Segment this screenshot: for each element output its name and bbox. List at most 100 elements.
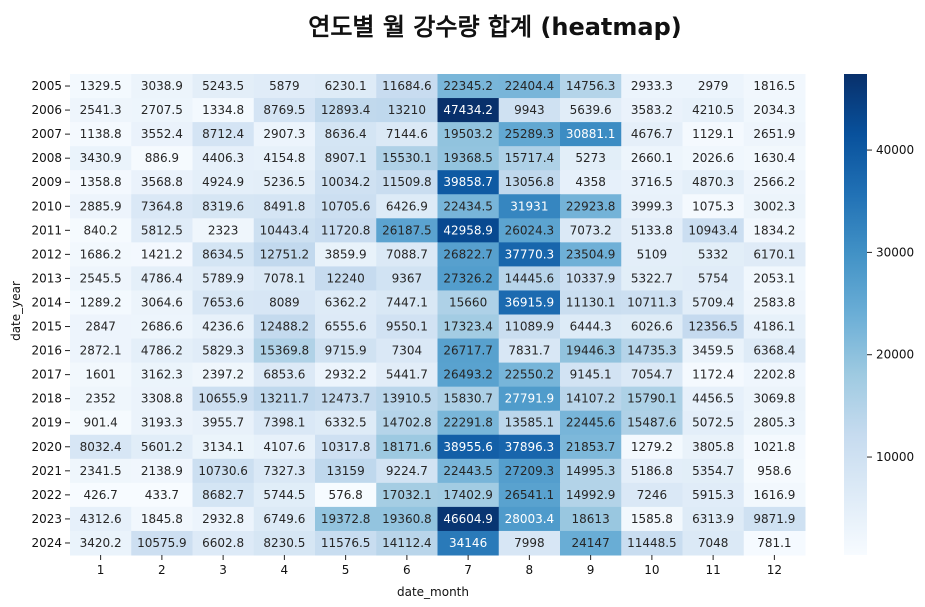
heatmap-cell bbox=[315, 74, 377, 99]
cell-value-label: 5273 bbox=[575, 151, 606, 165]
heatmap-cell bbox=[131, 410, 193, 436]
cell-value-label: 2202.8 bbox=[753, 368, 795, 382]
y-tick-label: 2024 bbox=[31, 536, 62, 550]
heatmap-cell bbox=[560, 410, 622, 436]
heatmap-cell bbox=[192, 290, 255, 315]
cell-value-label: 5186.8 bbox=[631, 464, 673, 478]
cell-value-label: 11509.8 bbox=[382, 175, 432, 189]
cell-value-label: 14445.6 bbox=[505, 271, 555, 285]
cell-value-label: 22445.6 bbox=[566, 416, 616, 430]
cell-value-label: 5133.8 bbox=[631, 223, 673, 237]
heatmap-cell bbox=[192, 506, 255, 532]
heatmap-cell bbox=[131, 146, 193, 171]
cell-value-label: 3552.4 bbox=[141, 127, 183, 141]
heatmap-cell bbox=[743, 482, 806, 508]
cell-value-label: 3308.8 bbox=[141, 392, 183, 406]
cell-value-label: 7054.7 bbox=[631, 368, 673, 382]
cell-value-label: 3162.3 bbox=[141, 368, 183, 382]
cell-value-label: 6426.9 bbox=[386, 199, 428, 213]
heatmap-cell bbox=[376, 122, 438, 147]
heatmap-cell bbox=[560, 266, 622, 291]
cell-value-label: 12473.7 bbox=[321, 392, 371, 406]
heatmap-cell bbox=[253, 362, 316, 388]
x-tick-label: 7 bbox=[464, 563, 472, 577]
cell-value-label: 7447.1 bbox=[386, 295, 428, 309]
heatmap-cell bbox=[376, 530, 438, 556]
heatmap-cell bbox=[70, 98, 132, 123]
cell-value-label: 5072.5 bbox=[692, 416, 734, 430]
heatmap-cell bbox=[253, 74, 316, 99]
heatmap-cell bbox=[70, 338, 132, 364]
heatmap-cell bbox=[682, 146, 745, 171]
heatmap-cell bbox=[560, 98, 622, 123]
heatmap-cell bbox=[70, 362, 132, 388]
heatmap-cell bbox=[253, 410, 316, 436]
heatmap-cell bbox=[70, 410, 132, 436]
heatmap-cell bbox=[621, 266, 683, 291]
cell-value-label: 3038.9 bbox=[141, 79, 183, 93]
cell-value-label: 9943 bbox=[514, 103, 545, 117]
heatmap-cell bbox=[70, 434, 132, 460]
heatmap-cell bbox=[192, 242, 255, 267]
y-tick-label: 2016 bbox=[31, 344, 62, 358]
heatmap-cell bbox=[743, 434, 806, 460]
heatmap-cell bbox=[315, 242, 377, 267]
cell-value-label: 1816.5 bbox=[753, 79, 795, 93]
cell-value-label: 13056.8 bbox=[505, 175, 555, 189]
cell-value-label: 7398.1 bbox=[263, 416, 305, 430]
heatmap-cell bbox=[70, 122, 132, 147]
cell-value-label: 3069.8 bbox=[753, 392, 795, 406]
heatmap-cell bbox=[437, 218, 500, 243]
heatmap-cell bbox=[253, 194, 316, 219]
heatmap-cell bbox=[253, 314, 316, 340]
cell-value-label: 5789.9 bbox=[202, 271, 244, 285]
y-tick-label: 2020 bbox=[31, 440, 62, 454]
heatmap-cell bbox=[621, 98, 683, 123]
cell-value-label: 7246 bbox=[637, 488, 668, 502]
heatmap-cell bbox=[621, 194, 683, 219]
heatmap-cell bbox=[253, 146, 316, 171]
heatmap-cell bbox=[315, 218, 377, 243]
y-tick-label: 2015 bbox=[31, 320, 62, 334]
cell-value-label: 2034.3 bbox=[753, 103, 795, 117]
heatmap-cell bbox=[315, 266, 377, 291]
cell-value-label: 6368.4 bbox=[753, 344, 795, 358]
heatmap-cell bbox=[498, 530, 561, 556]
cell-value-label: 5109 bbox=[637, 247, 668, 261]
heatmap-cell bbox=[621, 362, 683, 388]
cell-value-label: 10317.8 bbox=[321, 440, 371, 454]
heatmap-cell bbox=[682, 506, 745, 532]
x-tick-label: 4 bbox=[281, 563, 289, 577]
cell-value-label: 8032.4 bbox=[80, 440, 122, 454]
cell-value-label: 4456.5 bbox=[692, 392, 734, 406]
heatmap-cell bbox=[192, 266, 255, 291]
heatmap-cell bbox=[560, 146, 622, 171]
cell-value-label: 886.9 bbox=[145, 151, 179, 165]
heatmap-cell bbox=[315, 362, 377, 388]
cell-value-label: 5601.2 bbox=[141, 440, 183, 454]
cell-value-label: 4676.7 bbox=[631, 127, 673, 141]
heatmap-cell bbox=[560, 434, 622, 460]
cell-value-label: 13585.1 bbox=[505, 416, 555, 430]
cell-value-label: 2341.5 bbox=[80, 464, 122, 478]
cell-value-label: 5754 bbox=[698, 271, 729, 285]
heatmap-cell bbox=[376, 98, 438, 123]
cell-value-label: 19503.2 bbox=[443, 127, 493, 141]
heatmap-cell bbox=[192, 74, 255, 99]
heatmap-cell bbox=[315, 170, 377, 195]
cell-value-label: 1630.4 bbox=[753, 151, 795, 165]
y-tick-label: 2013 bbox=[31, 271, 62, 285]
heatmap-cell bbox=[498, 362, 561, 388]
heatmap-cell bbox=[192, 386, 255, 412]
heatmap-cell bbox=[315, 338, 377, 364]
heatmap-cell bbox=[682, 170, 745, 195]
heatmap-cell bbox=[437, 506, 500, 532]
heatmap-cell bbox=[498, 122, 561, 147]
cell-value-label: 24147 bbox=[572, 536, 610, 550]
heatmap-cell bbox=[131, 74, 193, 99]
heatmap-cell bbox=[560, 386, 622, 412]
heatmap-cell bbox=[131, 170, 193, 195]
heatmap-cell bbox=[131, 338, 193, 364]
cell-value-label: 2352 bbox=[85, 392, 116, 406]
x-tick-label: 11 bbox=[705, 563, 720, 577]
